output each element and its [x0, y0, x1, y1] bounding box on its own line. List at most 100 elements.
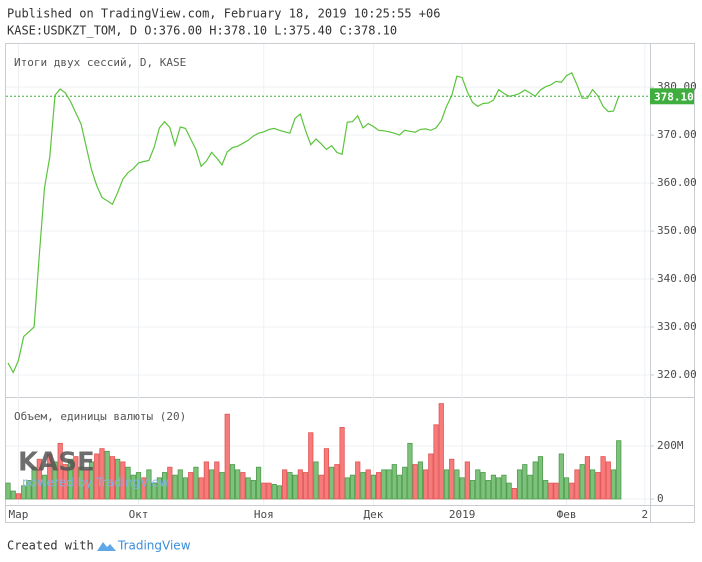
- y-tick-label: 340.00: [657, 272, 697, 285]
- volume-bar: [412, 464, 418, 500]
- volume-bar: [443, 469, 450, 500]
- footer-brand[interactable]: TradingView: [117, 539, 191, 553]
- volume-bar: [94, 453, 100, 500]
- volume-bar: [203, 461, 209, 500]
- volume-bar: [115, 458, 121, 500]
- volume-bar: [313, 461, 319, 500]
- volume-bar: [569, 482, 575, 500]
- price-plot: [6, 71, 650, 374]
- volume-bar: [156, 477, 162, 500]
- volume-bar: [161, 472, 168, 500]
- volume-bar: [485, 480, 491, 500]
- volume-bar: [563, 477, 570, 500]
- volume-bar: [511, 488, 517, 500]
- x-tick-label: 2: [642, 508, 649, 521]
- volume-bar: [454, 469, 460, 500]
- volume-bar: [135, 472, 142, 500]
- volume-bar: [318, 474, 324, 500]
- volume-bar: [600, 456, 606, 500]
- volume-bar: [605, 461, 611, 500]
- watermark-text: powered by TradingView: [22, 476, 169, 490]
- last-price-label: 378.10: [654, 90, 694, 103]
- y-tick-label: 370.00: [657, 128, 697, 141]
- volume-bar: [475, 469, 481, 500]
- volume-bar: [297, 469, 303, 500]
- volume-bar: [553, 482, 559, 500]
- volume-bar: [428, 453, 434, 500]
- x-tick-label: Фев: [557, 508, 577, 521]
- volume-bar: [376, 472, 382, 500]
- volume-bar: [57, 442, 63, 500]
- volume-bar: [31, 466, 37, 500]
- volume-bar: [78, 466, 84, 500]
- volume-bar: [271, 484, 277, 500]
- volume-bar: [276, 485, 283, 500]
- volume-bar: [417, 461, 423, 500]
- volume-bar: [214, 461, 220, 500]
- volume-bar: [402, 466, 408, 500]
- volume-bar: [496, 477, 502, 500]
- volume-bar: [130, 474, 136, 500]
- volume-bar: [245, 477, 251, 500]
- volume-bar: [198, 477, 204, 500]
- volume-bar: [323, 448, 330, 500]
- price-pane-legend: Итоги двух сессий, D, KASE: [14, 56, 186, 69]
- volume-bar: [99, 448, 105, 500]
- volume-bar: [595, 472, 601, 500]
- logo-icon: [97, 542, 116, 551]
- volume-bar: [422, 469, 429, 500]
- volume-bar: [41, 474, 48, 500]
- volume-bar: [527, 474, 533, 500]
- y-tick-label: 320.00: [657, 368, 697, 381]
- volume-bar: [287, 472, 293, 500]
- volume-bar: [574, 469, 580, 500]
- volume-bar: [21, 485, 27, 500]
- volume-bar: [250, 480, 256, 500]
- volume-bar: [370, 474, 377, 500]
- volume-bar: [266, 482, 272, 500]
- volume-bar: [208, 469, 215, 500]
- volume-bar: [558, 453, 564, 500]
- y-tick-label: 330.00: [657, 320, 697, 333]
- volume-bar: [52, 461, 58, 500]
- x-tick-label: Мар: [9, 508, 29, 521]
- volume-bar: [360, 472, 366, 500]
- volume-bar: [151, 482, 157, 500]
- volume-bar: [47, 453, 53, 500]
- grid: [6, 44, 650, 505]
- volume-bar: [73, 456, 79, 500]
- volume-bar: [438, 403, 444, 500]
- volume-bar: [501, 474, 507, 500]
- volume-bar: [355, 461, 361, 500]
- volume-bar: [235, 469, 241, 500]
- volume-bar: [590, 469, 596, 500]
- volume-bar: [522, 464, 528, 500]
- volume-bar: [255, 466, 262, 500]
- volume-bar: [396, 474, 403, 500]
- y-tick-label: 360.00: [657, 176, 697, 189]
- volume-bar: [83, 469, 89, 500]
- volume-bar: [125, 466, 131, 500]
- volume-pane-legend: Объем, единицы валюты (20): [14, 410, 186, 423]
- tradingview-logo[interactable]: TradingView: [97, 539, 191, 553]
- volume-bar: [177, 469, 183, 500]
- volume-bar: [167, 466, 173, 500]
- volume-bar: [391, 464, 397, 500]
- footer-created: Created with: [7, 539, 94, 553]
- x-tick-label: Ноя: [254, 508, 274, 521]
- volume-bar: [548, 482, 554, 500]
- volume-bar: [381, 469, 387, 500]
- volume-bar: [240, 472, 246, 500]
- volume-bar: [229, 464, 236, 500]
- volume-tick-label: 0: [657, 492, 664, 505]
- volume-bar: [224, 413, 230, 500]
- volume-bar: [334, 464, 340, 500]
- volume-bar: [68, 458, 74, 500]
- chart-frame: [5, 43, 695, 523]
- y-tick-label: 350.00: [657, 224, 697, 237]
- volume-bar: [610, 469, 617, 500]
- volume-bar: [532, 461, 538, 500]
- volume-bar: [10, 490, 16, 500]
- volume-bar: [26, 480, 32, 500]
